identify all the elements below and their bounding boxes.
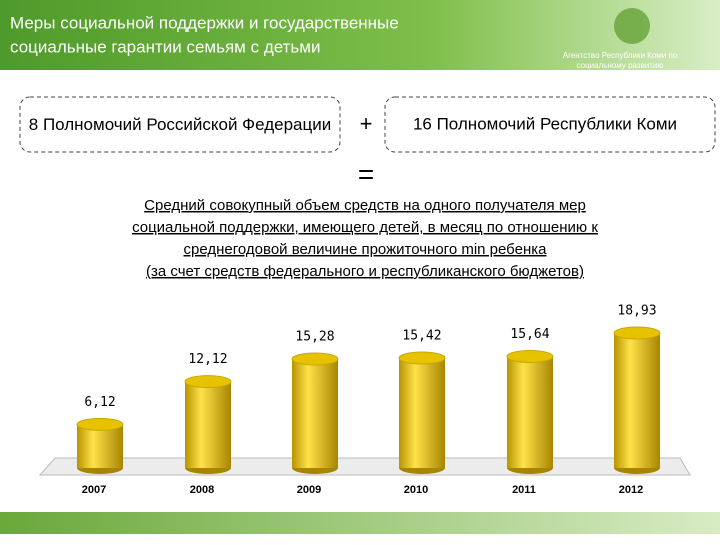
x-tick-label: 2012 <box>619 484 643 496</box>
x-tick-label: 2010 <box>404 484 428 496</box>
value-label: 18,93 <box>617 304 656 319</box>
bar <box>185 381 231 468</box>
bar <box>614 333 660 468</box>
plot: 6,12 2007 12,12 2008 15,28 2009 15,42 2010 15,64… <box>76 304 661 496</box>
bar-top <box>184 375 232 389</box>
plus: + <box>360 111 373 136</box>
x-tick-label: 2007 <box>82 484 106 496</box>
value-label: 15,42 <box>402 329 441 344</box>
description-line: социальной поддержки, имеющего детей, в … <box>132 219 598 236</box>
logo <box>614 8 650 44</box>
bar <box>77 424 123 468</box>
left-box-text-holder: 8 Полномочий Российской Федерации <box>28 114 332 134</box>
value-label: 6,12 <box>84 395 115 410</box>
bar-top <box>506 349 554 363</box>
x-tick-label: 2011 <box>512 484 536 496</box>
agency-name: социальному развитию <box>577 61 664 70</box>
bar-top <box>398 351 446 365</box>
right-box-text: 16 Полномочий Республики Коми <box>413 114 677 133</box>
right-box <box>384 96 716 153</box>
footer-band <box>0 512 720 534</box>
chart-floor <box>38 457 691 476</box>
agency-name: Агентство Республики Коми по <box>563 51 678 60</box>
header-band <box>0 0 720 70</box>
value-label: 15,64 <box>510 327 549 342</box>
left-box-text: 8 Полномочий Российской Федерации <box>28 114 332 134</box>
description-line: Средний совокупный объем средств на одно… <box>144 197 586 214</box>
bar <box>399 358 445 468</box>
value-label: 15,28 <box>295 330 334 345</box>
x-tick-label: 2008 <box>190 484 214 496</box>
header-title: социальные гарантии семьям с детьми <box>10 37 320 56</box>
bar <box>292 359 338 468</box>
bar <box>507 356 553 468</box>
bar-top <box>76 417 124 431</box>
x-tick-label: 2009 <box>297 484 321 496</box>
equals: = <box>358 158 374 189</box>
left-box <box>19 96 341 153</box>
description-line: (за счет средств федерального и республи… <box>146 263 584 280</box>
description-line: среднегодовой величине прожиточного min … <box>184 241 548 258</box>
description: Средний совокупный объем средств на одно… <box>132 197 598 280</box>
bar-top <box>291 352 339 366</box>
value-label: 12,12 <box>188 352 227 367</box>
bar-top <box>613 326 661 340</box>
header-title: Меры социальной поддержки и государствен… <box>10 13 399 32</box>
